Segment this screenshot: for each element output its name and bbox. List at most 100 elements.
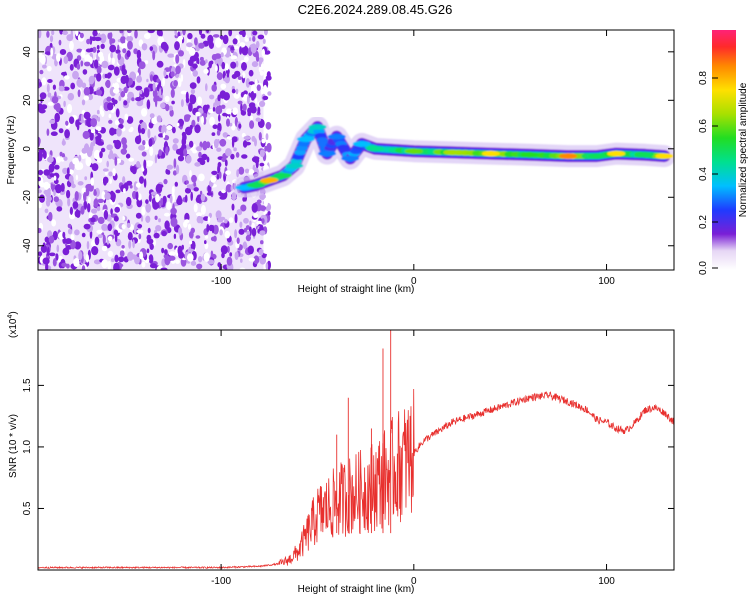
noise-speck — [201, 115, 204, 125]
noise-speck — [54, 184, 63, 194]
noise-speck — [97, 234, 104, 239]
noise-speck — [158, 88, 162, 98]
noise-speck — [195, 111, 201, 117]
noise-speck — [160, 197, 164, 206]
noise-speck — [259, 162, 265, 167]
noise-speck — [248, 37, 252, 42]
noise-speck — [241, 62, 247, 70]
noise-speck — [188, 102, 193, 112]
noise-speck — [240, 102, 243, 113]
noise-speck — [252, 156, 260, 161]
noise-speck — [83, 95, 90, 101]
noise-speck — [114, 119, 120, 126]
noise-speck — [172, 126, 176, 134]
noise-speck — [164, 212, 170, 217]
noise-speck — [51, 30, 55, 36]
noise-speck — [141, 43, 148, 51]
noise-speck — [67, 223, 72, 229]
noise-speck — [220, 52, 224, 58]
noise-speck — [101, 191, 106, 201]
noise-speck — [166, 169, 171, 175]
noise-speck — [119, 118, 124, 125]
noise-speck — [62, 138, 65, 146]
noise-speck — [198, 173, 205, 182]
noise-speck — [245, 225, 250, 230]
noise-speck — [118, 123, 124, 129]
noise-speck — [190, 88, 196, 95]
noise-speck — [97, 216, 105, 224]
noise-speck — [263, 197, 268, 207]
noise-speck — [147, 128, 151, 139]
noise-speck — [62, 30, 68, 35]
noise-speck — [135, 191, 139, 201]
spectrogram-frame — [37, 29, 675, 271]
noise-speck — [187, 32, 193, 40]
noise-speck — [153, 203, 160, 209]
noise-speck — [120, 43, 128, 50]
noise-speck — [170, 71, 175, 78]
noise-speck — [91, 163, 99, 172]
noise-speck — [156, 115, 162, 123]
noise-speck — [97, 157, 103, 163]
noise-speck — [94, 36, 102, 42]
noise-speck — [166, 164, 174, 170]
noise-speck — [194, 124, 201, 134]
noise-speck — [40, 244, 48, 253]
noise-speck — [94, 135, 102, 145]
noise-speck — [139, 90, 143, 95]
noise-speck — [58, 39, 62, 46]
noise-speck — [90, 118, 97, 128]
noise-speck — [104, 73, 108, 79]
snr-frame — [37, 329, 675, 571]
colorbar-tick-label: 0.8 — [698, 71, 709, 85]
noise-speck — [113, 262, 120, 270]
noise-speck — [259, 149, 265, 158]
noise-speck — [205, 104, 210, 109]
noise-speck — [160, 102, 166, 109]
noise-speck — [184, 187, 192, 194]
noise-speck — [223, 77, 229, 82]
noise-speck — [92, 136, 96, 147]
noise-speck — [155, 193, 160, 203]
noise-speck — [189, 170, 192, 178]
noise-speck — [45, 262, 49, 270]
noise-speck — [62, 247, 70, 256]
noise-speck — [128, 240, 132, 249]
noise-speck — [171, 100, 175, 105]
noise-speck — [114, 233, 118, 243]
noise-speck — [72, 201, 79, 209]
noise-speck — [46, 83, 50, 93]
noise-speck — [198, 42, 205, 49]
noise-speck — [115, 108, 120, 118]
noise-speck — [229, 122, 233, 127]
noise-speck — [146, 238, 154, 245]
noise-speck — [261, 218, 265, 224]
colorbar-label: Normalized spectral amplitude — [738, 82, 749, 217]
noise-speck — [230, 185, 233, 191]
noise-speck — [217, 94, 221, 102]
noise-speck — [62, 167, 69, 175]
noise-speck — [123, 188, 126, 194]
noise-speck — [200, 204, 206, 215]
noise-speck — [133, 48, 138, 55]
noise-speck — [242, 72, 246, 79]
noise-speck — [42, 150, 47, 159]
noise-speck — [145, 215, 151, 223]
noise-speck — [240, 258, 243, 263]
noise-speck — [231, 192, 237, 201]
noise-speck — [134, 135, 142, 145]
colorbar-gradient — [712, 30, 736, 270]
noise-speck — [102, 176, 109, 184]
noise-speck — [196, 215, 202, 224]
noise-speck — [248, 169, 255, 176]
noise-speck — [228, 30, 233, 37]
noise-speck — [152, 50, 156, 61]
noise-speck — [216, 72, 223, 81]
snr-xlabel: Height of straight line (km) — [298, 584, 415, 595]
noise-speck — [51, 219, 57, 227]
noise-speck — [136, 229, 144, 234]
noise-speck — [95, 129, 99, 135]
noise-speck — [73, 258, 80, 267]
noise-speck — [193, 187, 199, 192]
noise-speck — [39, 182, 47, 188]
